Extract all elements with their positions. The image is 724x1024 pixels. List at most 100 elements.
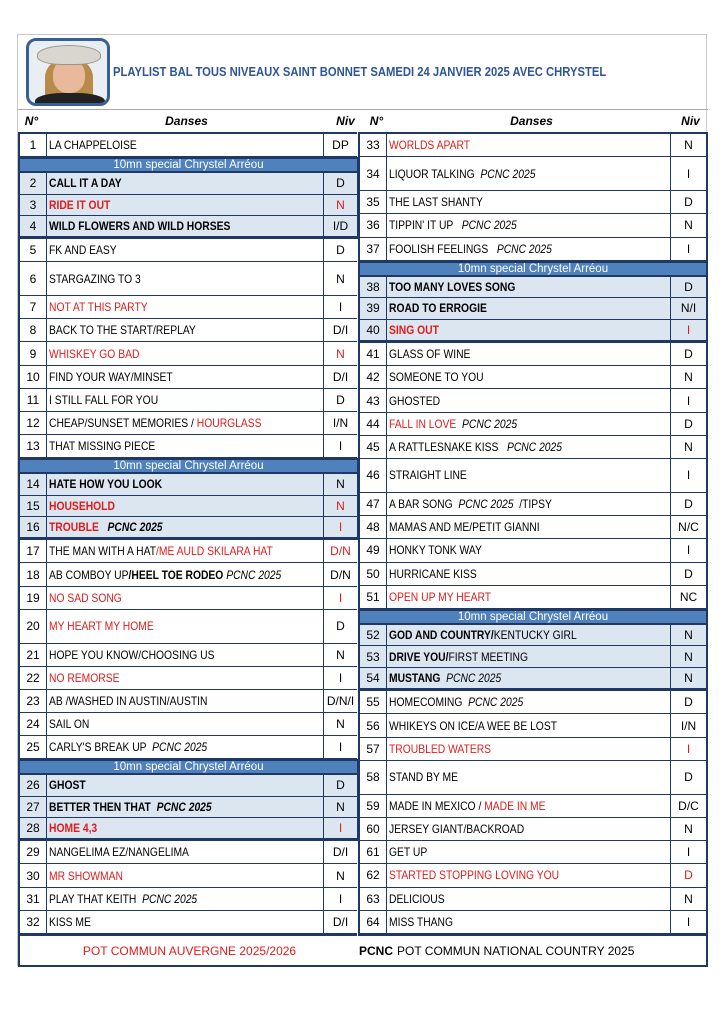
- table-row: 4 WILD FLOWERS AND WILD HORSES I/D: [20, 215, 357, 238]
- footer-legend-pcnc: PCNC POT COMMUN NATIONAL COUNTRY 2025: [359, 944, 706, 958]
- footer-abbr: PCNC: [359, 943, 394, 958]
- dance-segment: STARTED STOPPING LOVING YOU: [389, 868, 560, 883]
- row-number: 11: [20, 388, 47, 411]
- level-badge: N: [684, 628, 693, 643]
- dance-segment: NO SAD SONG: [49, 590, 122, 605]
- dance-name: THE LAST SHANTY: [387, 191, 671, 214]
- right-column: 33 WORLDS APART N 34 LIQUOR TALKING PCNC 202…: [358, 132, 708, 936]
- level-badge: D/N: [330, 567, 351, 582]
- row-number: 50: [360, 562, 387, 585]
- header-level: Niv: [681, 114, 700, 128]
- table-row: 35 THE LAST SHANTY D: [360, 191, 706, 215]
- row-number: 16: [20, 516, 47, 538]
- dance-name: TROUBLED WATERS: [387, 737, 671, 760]
- table-row: 15 HOUSEHOLD N: [20, 495, 357, 517]
- table-row: 49 HONKY TONK WAY I: [360, 539, 706, 563]
- dance-name: MAMAS AND ME/PETIT GIANNI: [387, 516, 671, 539]
- table-row: 19 NO SAD SONG I: [20, 586, 357, 610]
- dance-name: FK AND EASY: [47, 239, 324, 262]
- dance-segment: TROUBLED WATERS: [389, 741, 492, 756]
- dance-name-text: DRIVE YOU/FIRST MEETING: [389, 650, 528, 664]
- level-badge: N: [336, 717, 345, 732]
- table-row: 7 NOT AT THIS PARTY I: [20, 296, 357, 320]
- dance-segment: WILD FLOWERS AND WILD HORSES: [49, 219, 231, 234]
- table-row: 37 FOOLISH FEELINGS PCNC 2025 I: [360, 237, 706, 261]
- level-badge: D: [684, 347, 693, 362]
- dance-segment: PLAY THAT KEITH: [49, 891, 143, 906]
- dance-name: STRAIGHT LINE: [387, 459, 671, 492]
- dance-name: A RATTLESNAKE KISS PCNC 2025: [387, 435, 671, 459]
- dance-segment: CARLY'S BREAK UP: [49, 740, 153, 755]
- dance-name-text: RIDE IT OUT: [49, 198, 110, 212]
- dance-segment: KISS ME: [49, 914, 91, 929]
- dance-name-text: MADE IN MEXICO / MADE IN ME: [389, 799, 546, 813]
- dance-name-text: BACK TO THE START/REPLAY: [49, 323, 196, 337]
- level-badge: I: [686, 845, 691, 860]
- special-banner: 10mn special Chrystel Arréou: [20, 460, 357, 475]
- dance-name-text: FALL IN LOVE PCNC 2025: [389, 417, 517, 431]
- dance-segment: PCNC 2025: [480, 166, 536, 181]
- row-number: 59: [360, 794, 387, 817]
- dance-name: HURRICANE KISS: [387, 562, 671, 585]
- dance-name: LA CHAPPELOISE: [47, 134, 324, 157]
- dance-segment: PCNC 2025: [496, 241, 552, 256]
- dance-segment: PCNC 2025: [142, 891, 198, 906]
- level-badge: I: [338, 439, 343, 454]
- row-number: 48: [360, 516, 387, 539]
- dance-name-text: TROUBLED WATERS: [389, 742, 491, 756]
- table-row: 55 HOMECOMING PCNC 2025 D: [360, 691, 706, 715]
- dance-name-text: MR SHOWMAN: [49, 869, 123, 883]
- level-badge: N: [336, 647, 345, 662]
- special-banner: 10mn special Chrystel Arréou: [20, 159, 357, 174]
- dance-segment: THE MAN WITH A HAT: [49, 544, 157, 559]
- level-badge: I: [338, 300, 343, 315]
- dance-name-text: WHIKEYS ON ICE/A WEE BE LOST: [389, 719, 557, 733]
- row-number: 34: [360, 157, 387, 191]
- dance-segment: LIQUOR TALKING: [389, 166, 481, 181]
- dance-name: NO REMORSE: [47, 666, 324, 689]
- dance-name-text: THE MAN WITH A HAT/ME AULD SKILARA HAT: [49, 544, 273, 558]
- table-header: N° Danses Niv N° Danses Niv: [18, 109, 708, 132]
- level-badge: I/N: [680, 718, 697, 733]
- dance-name: A BAR SONG PCNC 2025 /TIPSY: [387, 492, 671, 516]
- row-number: 32: [20, 910, 47, 933]
- dance-segment: PCNC 2025: [458, 497, 514, 511]
- table-row: 59 MADE IN MEXICO / MADE IN ME D/C: [360, 794, 706, 818]
- row-number: 2: [20, 173, 47, 194]
- level-badge: N: [684, 439, 693, 454]
- special-banner: 10mn special Chrystel Arréou: [360, 610, 706, 625]
- row-number: 1: [20, 134, 47, 157]
- dance-segment: OPEN UP MY HEART: [389, 589, 492, 604]
- table-row: 32 KISS ME D/I: [20, 910, 357, 934]
- dance-name: STAND BY ME: [387, 760, 671, 794]
- dance-segment: HOURGLASS: [196, 415, 262, 430]
- dance-name-text: AB COMBOY UP/HEEL TOE RODEO PCNC 2025: [49, 568, 281, 582]
- dance-name: WHISKEY GO BAD: [47, 342, 324, 365]
- row-number: 52: [360, 624, 387, 646]
- row-number: 47: [360, 492, 387, 516]
- dance-name: AB /WASHED IN AUSTIN/AUSTIN: [47, 689, 324, 712]
- row-number: 63: [360, 887, 387, 910]
- level-badge: D: [336, 778, 345, 793]
- dance-segment: AB COMBOY UP: [49, 567, 129, 582]
- table-row: 14 HATE HOW YOU LOOK N: [20, 474, 357, 496]
- row-number: 6: [20, 262, 47, 296]
- dance-name: GHOST: [47, 775, 324, 796]
- dance-segment: LA CHAPPELOISE: [49, 138, 137, 153]
- dance-segment: TIPPIN' IT UP: [389, 218, 462, 233]
- dance-segment: HOME 4,3: [49, 821, 98, 836]
- dance-segment: THE LAST SHANTY: [389, 195, 483, 210]
- dance-segment: NANGELIMA EZ/NANGELIMA: [49, 845, 189, 860]
- dance-segment: FIND YOUR WAY/MINSET: [49, 369, 173, 384]
- dance-name: MR SHOWMAN: [47, 864, 324, 887]
- level-badge: N: [684, 138, 693, 153]
- dance-segment: HURRICANE KISS: [389, 566, 477, 581]
- dance-segment: PCNC 2025: [506, 439, 563, 454]
- level-badge: I: [338, 740, 343, 755]
- dance-segment: FOOLISH FEELINGS: [389, 241, 497, 256]
- dance-name-text: NOT AT THIS PARTY: [49, 300, 148, 314]
- dance-segment: GLASS OF WINE: [389, 347, 471, 362]
- table-row: 25 CARLY'S BREAK UP PCNC 2025 I: [20, 736, 357, 760]
- table-row: 51 OPEN UP MY HEART NC: [360, 585, 706, 609]
- level-badge: DP: [332, 138, 349, 153]
